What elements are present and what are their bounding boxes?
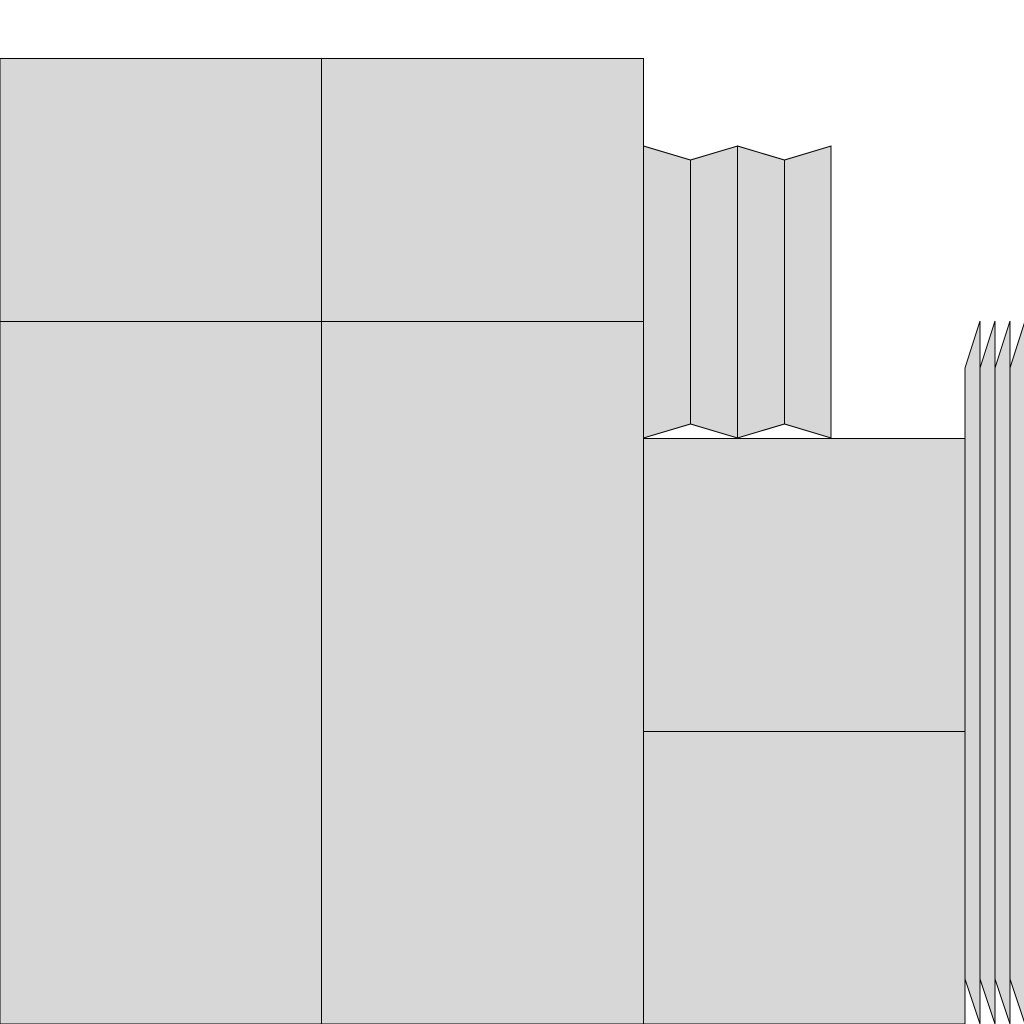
accordion-panel bbox=[690, 145, 738, 439]
panel-right-lower bbox=[643, 731, 966, 1024]
slanted-strip bbox=[1009, 322, 1024, 1023]
slanted-strip bbox=[994, 320, 1011, 1024]
panel-bottom-middle bbox=[321, 321, 644, 1024]
slanted-strip bbox=[964, 320, 981, 1024]
accordion-panel bbox=[784, 145, 832, 439]
panel-bottom-left bbox=[0, 321, 322, 1024]
panel-right-upper bbox=[643, 438, 966, 732]
accordion-panel bbox=[737, 145, 785, 439]
accordion-panel bbox=[643, 145, 691, 439]
panel-top-middle bbox=[321, 58, 644, 322]
panel-top-left bbox=[0, 58, 322, 322]
slanted-strip bbox=[979, 320, 996, 1024]
